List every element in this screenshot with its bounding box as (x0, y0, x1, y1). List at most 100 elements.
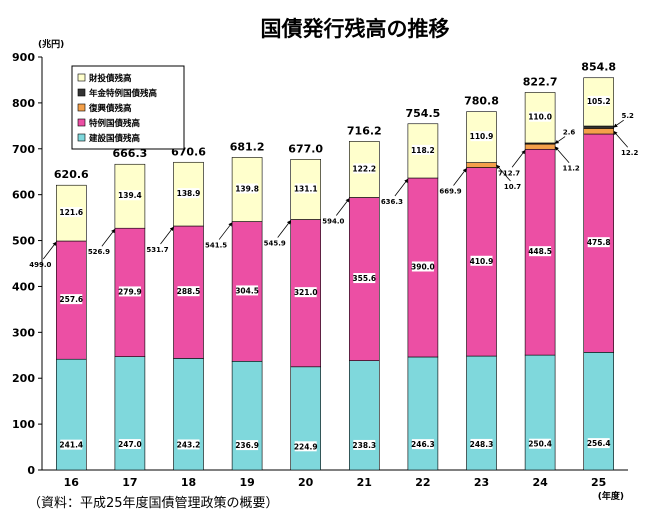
cumulative-arrow (160, 226, 174, 245)
data-label-bg (60, 294, 83, 305)
data-label-bg (177, 286, 200, 297)
data-label: 139.8 (235, 184, 259, 193)
data-label-bg (177, 439, 200, 450)
x-tick-label: 24 (532, 476, 548, 489)
plot-area: 0 100 200 300 400 500 600 700 800 900 16 17 18 19 20 21… (12, 51, 638, 489)
data-label: 131.1 (294, 184, 318, 193)
data-label: 243.2 (177, 440, 201, 449)
data-label-bg (118, 439, 141, 450)
data-label: 355.6 (352, 274, 376, 283)
data-label-bg (529, 246, 552, 257)
total-label: 681.2 (230, 140, 265, 153)
total-label: 677.0 (288, 142, 323, 155)
cumulative-label: 499.0 (29, 261, 51, 269)
data-label-bg (118, 190, 141, 201)
data-label: 118.2 (411, 146, 435, 155)
cumulative-label: 545.9 (264, 239, 286, 247)
legend-label: 特例国債残高 (89, 118, 141, 129)
source-note: （資料：平成25年度国債管理政策の概要） (28, 495, 279, 511)
total-label: 620.6 (54, 168, 89, 181)
data-label: 121.6 (59, 208, 83, 217)
data-label-bg (411, 261, 434, 272)
bar-segment (407, 356, 439, 471)
data-label-bg (587, 438, 610, 449)
data-label-bg (236, 440, 259, 451)
bar-segment (583, 125, 615, 129)
callout-label: 5.2 (621, 112, 634, 120)
callout-arrow (613, 119, 624, 128)
data-label: 250.4 (528, 440, 552, 449)
data-label-bg (470, 438, 493, 449)
callout-label: 11.2 (562, 165, 579, 173)
total-label: 822.7 (523, 75, 558, 88)
callout-label: 2.6 (563, 129, 576, 137)
bar-segment (290, 366, 322, 471)
data-label-bg (236, 285, 259, 296)
data-label-bg (60, 439, 83, 450)
data-label-bg (470, 131, 493, 142)
bar-segment (114, 356, 146, 471)
bar-segment (583, 352, 615, 471)
x-tick-label: 18 (181, 476, 196, 489)
legend-swatch (77, 103, 86, 112)
data-label: 138.9 (177, 189, 201, 198)
x-axis-unit: (年度) (598, 490, 624, 502)
cumulative-label: 636.3 (381, 198, 403, 206)
cumulative-arrow (394, 178, 409, 197)
cumulative-arrow (453, 168, 467, 186)
total-label: 754.5 (406, 107, 441, 120)
total-label: 666.3 (113, 147, 148, 160)
callout-arrow (554, 146, 570, 163)
data-label: 139.4 (118, 191, 142, 200)
y-tick-label: 900 (12, 51, 35, 64)
y-tick-label: 700 (12, 143, 35, 156)
data-label: 236.9 (235, 441, 259, 450)
y-axis-unit: (兆円) (38, 38, 64, 50)
data-label: 448.5 (528, 247, 552, 256)
data-label: 246.3 (411, 440, 435, 449)
data-label: 110.0 (528, 113, 552, 122)
total-label: 780.8 (464, 95, 499, 108)
cumulative-arrow (101, 228, 116, 247)
bar-segment (348, 360, 380, 471)
total-label: 854.8 (581, 61, 616, 74)
y-tick-label: 100 (12, 418, 35, 431)
data-label-bg (411, 439, 434, 450)
chart-title: 国債発行残高の推移 (261, 17, 450, 41)
data-label-bg (587, 237, 610, 248)
data-label: 256.4 (587, 439, 611, 448)
data-label: 410.9 (470, 257, 494, 266)
data-label-bg (587, 95, 610, 106)
data-label: 475.8 (587, 238, 611, 247)
bar-segment (466, 162, 497, 168)
data-label: 304.5 (235, 286, 259, 295)
x-tick-label: 20 (298, 476, 314, 489)
data-label: 288.5 (177, 287, 201, 296)
x-tick-label: 19 (239, 476, 254, 489)
cumulative-label: 594.0 (322, 217, 344, 225)
data-label: 257.6 (59, 295, 83, 304)
total-label: 716.2 (347, 124, 382, 137)
callout-arrow (496, 164, 511, 182)
cumulative-arrow (218, 222, 233, 240)
bar-segment (55, 358, 87, 471)
data-label: 248.3 (470, 440, 494, 449)
legend-swatch (77, 88, 86, 97)
data-label: 110.9 (470, 132, 494, 141)
data-label-bg (411, 144, 434, 155)
callout-arrow (554, 136, 566, 144)
y-tick-label: 600 (12, 189, 35, 202)
data-label-bg (353, 439, 376, 450)
data-label-bg (529, 111, 552, 122)
legend-swatch (77, 118, 86, 127)
data-label-bg (177, 188, 200, 199)
data-label: 105.2 (587, 97, 611, 106)
data-label-bg (529, 438, 552, 449)
legend-swatch (77, 73, 86, 82)
data-label: 247.0 (118, 440, 142, 449)
bar-segment (173, 358, 204, 471)
data-label: 390.0 (411, 262, 435, 271)
x-tick-label: 17 (122, 476, 137, 489)
